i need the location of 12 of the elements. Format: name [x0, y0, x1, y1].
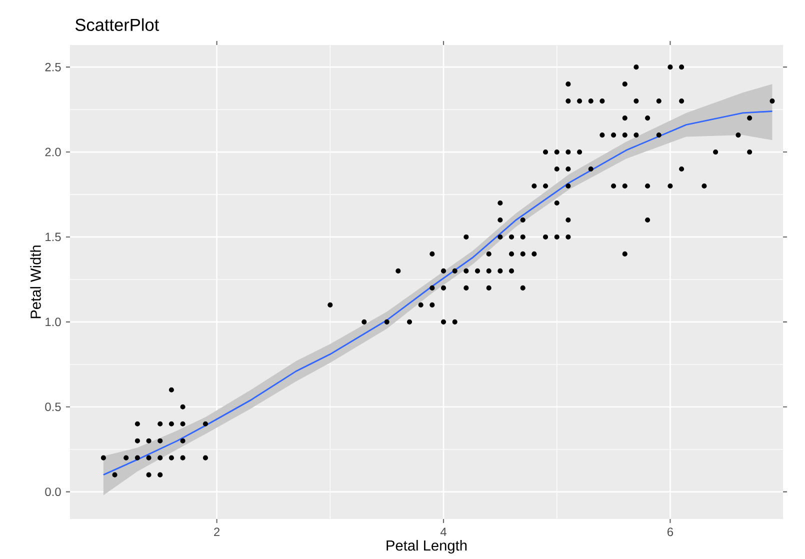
chart-title: ScatterPlot	[75, 18, 160, 31]
x-axis-title: Petal Length	[386, 540, 467, 554]
y-tick-label: 0.5	[45, 402, 61, 412]
y-axis-title: Petal Width	[30, 246, 41, 318]
x-tick-label: 2	[214, 528, 220, 536]
y-tick-label: 2.0	[45, 148, 61, 156]
x-tick-label: 6	[668, 528, 674, 536]
y-tick-label: 1.5	[46, 232, 61, 242]
y-tick-label: 1.0	[46, 318, 61, 326]
y-tick-label: 2.5	[45, 62, 61, 72]
x-tick-label: 4	[440, 528, 446, 536]
y-tick-label: 0.0	[45, 488, 61, 496]
